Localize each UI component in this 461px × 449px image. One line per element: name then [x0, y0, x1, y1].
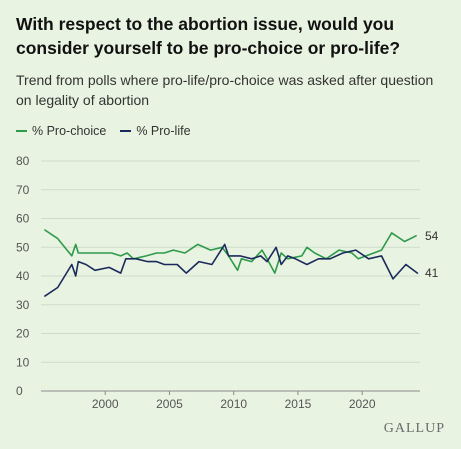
legend-label-pro-choice: % Pro-choice	[32, 124, 107, 138]
series-line-pro-choice	[44, 229, 417, 274]
y-tick-label-40: 40	[16, 269, 30, 283]
series-line-pro-life	[44, 243, 419, 297]
legend: % Pro-choice % Pro-life	[16, 124, 205, 138]
y-tick-label-60: 60	[16, 212, 30, 226]
legend-swatch-pro-life	[120, 130, 132, 132]
legend-swatch-pro-choice	[16, 130, 27, 132]
end-label-pro-life: 41	[425, 266, 439, 280]
chart-title: With respect to the abortion issue, woul…	[16, 14, 401, 58]
x-tick-label-2015: 2015	[285, 397, 312, 411]
y-tick-label-20: 20	[16, 327, 30, 341]
x-tick-label-2010: 2010	[220, 397, 247, 411]
legend-item-pro-choice: % Pro-choice	[16, 124, 106, 138]
y-tick-label-70: 70	[16, 183, 30, 197]
chart-subtitle: Trend from polls where pro-life/pro-choi…	[16, 72, 434, 108]
gallup-logo: GALLUP	[383, 421, 445, 436]
y-tick-label-80: 80	[16, 154, 30, 168]
y-tick-label-10: 10	[16, 355, 30, 369]
end-label-pro-choice: 54	[425, 229, 439, 243]
legend-label-pro-life: % Pro-life	[136, 124, 191, 138]
x-tick-label-2005: 2005	[156, 397, 183, 411]
x-tick-label-2020: 2020	[349, 397, 376, 411]
x-tick-label-2000: 2000	[92, 397, 119, 411]
y-tick-label-30: 30	[16, 298, 30, 312]
legend-item-pro-life: % Pro-life	[120, 124, 191, 138]
y-tick-label-50: 50	[16, 240, 30, 254]
y-tick-label-0: 0	[16, 384, 23, 398]
